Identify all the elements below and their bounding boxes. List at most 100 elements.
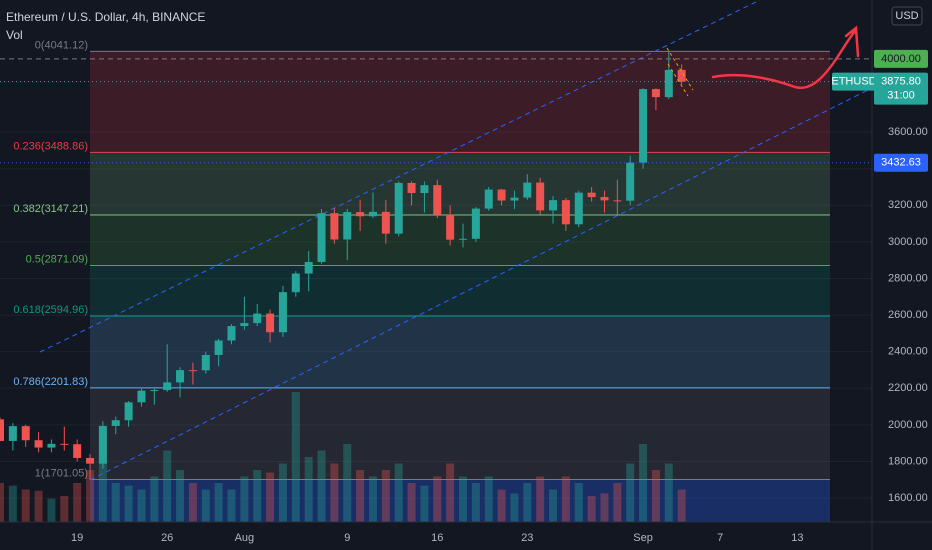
volume-bar: [420, 485, 429, 522]
volume-bar: [317, 450, 326, 522]
x-tick-label: 13: [791, 532, 803, 544]
candle-body: [253, 313, 262, 324]
candle-body: [317, 213, 326, 263]
volume-bar: [86, 470, 95, 522]
candle-body: [484, 189, 493, 209]
volume-bar: [459, 476, 468, 522]
volume-bar: [394, 463, 403, 522]
candle-body: [549, 200, 558, 211]
candle-body: [47, 443, 56, 448]
volume-bar: [510, 493, 519, 522]
x-tick-label: 16: [431, 532, 443, 544]
y-tick-label: 2600.00: [888, 309, 928, 321]
candle-body: [111, 420, 120, 426]
candle-body: [176, 370, 185, 383]
candle-body: [561, 200, 570, 225]
volume-bar: [664, 463, 673, 522]
candle-body: [21, 426, 30, 441]
volume-bar: [8, 485, 17, 522]
y-tick-label: 2200.00: [888, 382, 928, 394]
candle-body: [0, 419, 4, 441]
last-price-label: 3875.80: [881, 76, 921, 88]
volume: [0, 392, 686, 522]
candle-body: [651, 89, 660, 98]
candle-body: [201, 354, 210, 371]
candle-body: [446, 214, 455, 240]
volume-bar: [433, 476, 442, 522]
candle-body: [73, 444, 82, 458]
drawn-curve: [711, 28, 858, 90]
volume-bar: [34, 490, 43, 522]
fib-label: 1(1701.05): [35, 467, 88, 479]
candle-body: [587, 192, 596, 198]
grid: [0, 131, 872, 499]
candle-body: [677, 69, 686, 82]
volume-bar: [176, 470, 185, 522]
candle-body: [626, 162, 635, 201]
wedge-lower: [667, 63, 689, 97]
volume-bar: [201, 489, 210, 522]
volume-bar: [677, 489, 686, 522]
currency-label[interactable]: USD: [895, 10, 918, 22]
fib-label: 0.786(2201.83): [13, 376, 88, 388]
fib-band: [90, 387, 830, 480]
currency-button[interactable]: [891, 6, 923, 26]
candle-body: [304, 262, 313, 274]
volume-bar: [446, 463, 455, 522]
marker-price-label: 3432.63: [881, 157, 921, 169]
volume-bar: [227, 489, 236, 522]
volume-bar: [47, 498, 56, 522]
axes: 19 26 Aug 9 16 23 Sep 7 13 1600.00 1800.00 2000.00 2…: [71, 49, 928, 544]
fib-retracement: 0(4041.12) 0.236(3488.86) 0.382(3147.21) 0.…: [13, 39, 830, 522]
channel-lower: [89, 87, 873, 481]
fib-band: [90, 479, 830, 522]
volume-bar: [98, 463, 107, 522]
fib-label: 0(4041.12): [35, 39, 88, 51]
candle-body: [60, 443, 69, 445]
volume-bar: [536, 476, 545, 522]
volume-bar: [111, 483, 120, 522]
candle-body: [368, 211, 377, 217]
price-lines: [0, 58, 872, 164]
volume-bar: [188, 483, 197, 522]
candle-body: [240, 323, 249, 327]
candle-body: [343, 212, 352, 240]
candle-body: [459, 238, 468, 240]
candle-body: [523, 182, 532, 198]
fib-label: 0.5(2871.09): [26, 253, 88, 265]
volume-bar: [381, 470, 390, 522]
volume-bar: [163, 450, 172, 522]
symbol-badge: [832, 72, 876, 91]
volume-bar: [266, 472, 275, 522]
volume-bar: [574, 483, 583, 522]
chart-title: Ethereum / U.S. Dollar, 4h, BINANCE: [6, 10, 205, 24]
marker-price-badge: [874, 153, 928, 172]
y-tick-label: 2400.00: [888, 346, 928, 358]
volume-bar: [150, 476, 159, 522]
y-tick-label: 3600.00: [888, 126, 928, 138]
volume-bar: [356, 470, 365, 522]
volume-bar: [304, 457, 313, 522]
alert-label: 4000.00: [881, 53, 921, 65]
candle-body: [34, 440, 43, 448]
volume-bar: [21, 489, 30, 522]
volume-bar: [651, 470, 660, 522]
candle-body: [356, 212, 365, 217]
wedge-upper: [666, 47, 694, 91]
fib-band: [90, 265, 830, 316]
candle-body: [497, 189, 506, 201]
volume-bar: [137, 489, 146, 522]
volume-bar: [561, 476, 570, 522]
candle-body: [150, 390, 159, 392]
y-tick-label: 2000.00: [888, 419, 928, 431]
x-tick-label: 7: [717, 532, 723, 544]
candle-body: [664, 69, 673, 98]
candle-body: [163, 382, 172, 391]
volume-bar: [613, 483, 622, 522]
volume-bar: [124, 485, 133, 522]
y-tick-label: 1600.00: [888, 492, 928, 504]
countdown-label: 31:00: [887, 90, 915, 102]
volume-bar: [600, 493, 609, 522]
